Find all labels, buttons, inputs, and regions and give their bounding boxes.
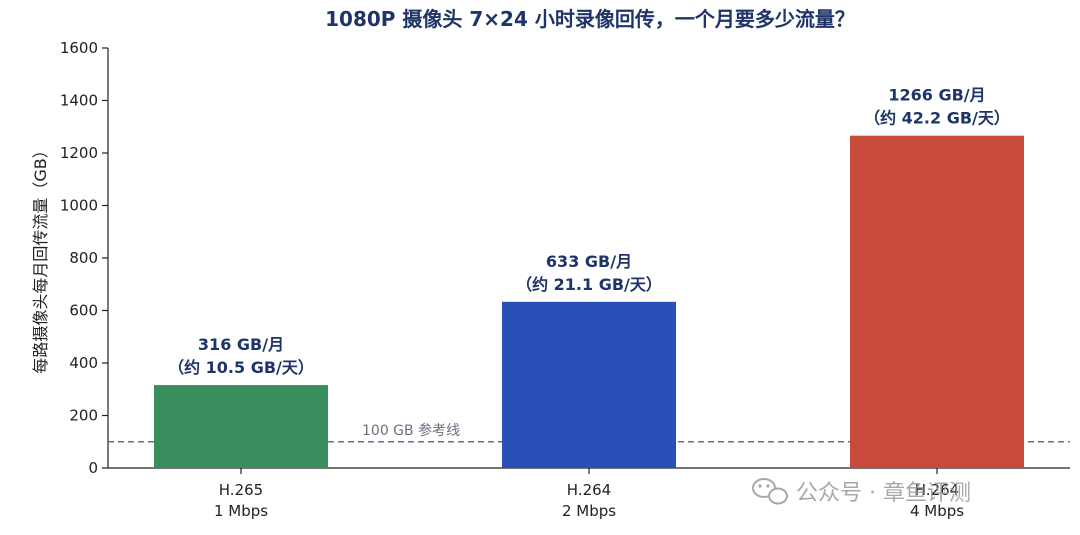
y-axis-label: 每路摄像头每月回传流量（GB） [31,142,50,373]
x-tick-label: H.265 [219,481,263,499]
wechat-icon [753,479,787,504]
x-tick-label: H.264 [567,481,611,499]
chart-title: 1080P 摄像头 7×24 小时录像回传，一个月要多少流量？ [325,7,855,31]
watermark-text: 公众号 · 章鱼评测 [796,481,971,506]
y-tick-label: 1000 [60,197,98,215]
x-tick-label: 1 Mbps [214,502,268,520]
y-tick-label: 1600 [60,39,98,57]
data-label: 633 GB/月 [546,252,632,271]
bar [154,385,328,468]
data-label: （约 42.2 GB/天） [864,109,1010,128]
y-tick-label: 200 [69,407,98,425]
data-label: 316 GB/月 [198,335,284,354]
bar [850,136,1024,468]
data-label: （约 10.5 GB/天） [168,358,314,377]
bars-group [154,136,1024,468]
y-tick-label: 0 [88,459,98,477]
y-tick-label: 400 [69,354,98,372]
bar [502,302,676,468]
data-label: （约 21.1 GB/天） [516,275,662,294]
y-tick-label: 600 [69,302,98,320]
data-label: 1266 GB/月 [888,86,985,105]
y-tick-label: 1200 [60,144,98,162]
y-tick-label: 800 [69,249,98,267]
y-tick-label: 1400 [60,92,98,110]
x-tick-label: 2 Mbps [562,502,616,520]
reference-line-label: 100 GB 参考线 [362,422,460,439]
watermark: 公众号 · 章鱼评测 [753,479,971,506]
